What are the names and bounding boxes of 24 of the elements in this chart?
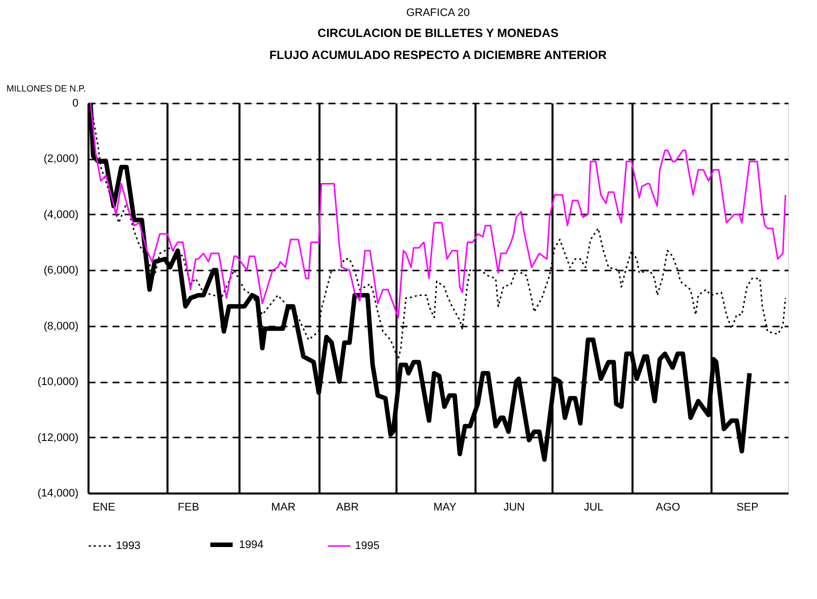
y-tick-label: (14,000) — [38, 488, 78, 500]
y-tick-label: (8,000) — [44, 320, 78, 332]
legend-label: 1993 — [116, 540, 140, 552]
x-tick-label: JUL — [584, 502, 604, 514]
x-tick-label: ENE — [92, 502, 116, 514]
x-tick-label: FEB — [178, 502, 200, 514]
y-tick-label: (4,000) — [44, 208, 78, 221]
y-tick-label: 0 — [72, 98, 78, 110]
y-tick-label: (6,000) — [44, 264, 78, 277]
x-tick-label: JUN — [503, 502, 525, 514]
x-tick-label: ABR — [336, 502, 359, 514]
x-tick-label: MAY — [433, 502, 458, 514]
y-axis-title: MILLONES DE N.P. — [6, 84, 86, 94]
y-tick-label: (10,000) — [38, 376, 78, 388]
text: GRAFICA 20 — [406, 7, 470, 19]
x-tick-label: MAR — [271, 502, 296, 514]
y-tick-label: (2,000) — [44, 153, 78, 166]
x-tick-label: AGO — [656, 502, 681, 514]
legend-label: 1995 — [355, 540, 380, 552]
chart-title: CIRCULACION DE BILLETES Y MONEDAS — [318, 26, 558, 40]
x-tick-label: SEP — [736, 502, 758, 514]
legend-label: 1994 — [239, 538, 264, 551]
y-tick-label: (12,000) — [38, 432, 78, 444]
chart-subtitle: FLUJO ACUMULADO RESPECTO A DICIEMBRE ANTERIOR — [269, 48, 608, 62]
